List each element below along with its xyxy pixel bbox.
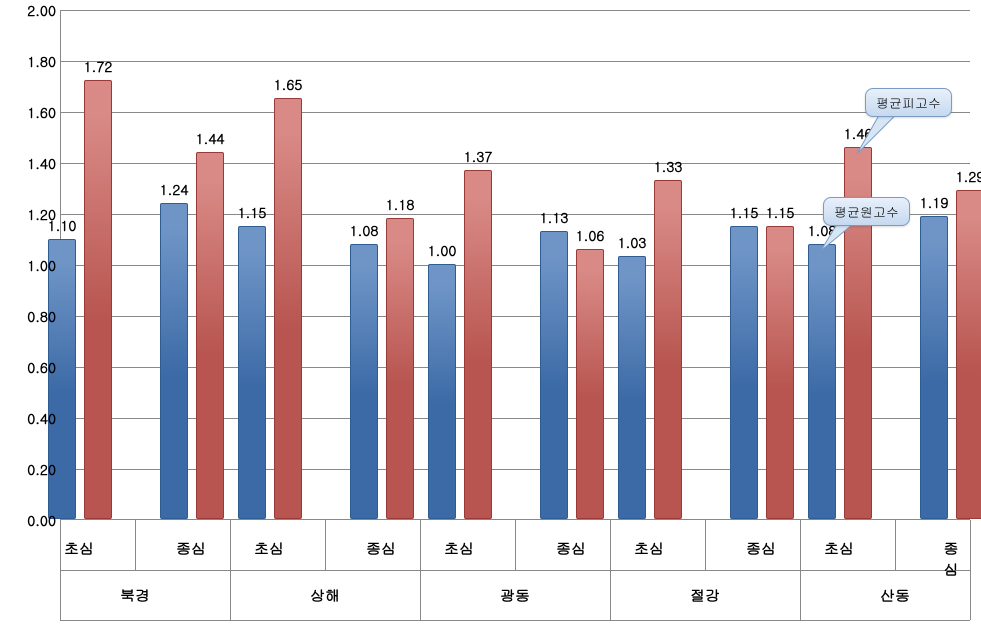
x-axis-divider xyxy=(60,620,970,621)
bar xyxy=(428,264,456,519)
x-sep xyxy=(230,520,231,620)
plot-area: 1.101.721.241.441.151.651.081.181.001.37… xyxy=(60,10,970,520)
x-sep xyxy=(970,520,971,620)
bar xyxy=(84,80,112,519)
x-subgroup-label: 초심 xyxy=(634,538,664,559)
bar-value-label: 1.18 xyxy=(386,194,415,214)
x-subgroup-label: 초심 xyxy=(824,538,854,559)
ytick-label: 1.20 xyxy=(6,204,56,224)
bar-value-label: 1.29 xyxy=(956,166,981,186)
bar xyxy=(844,147,872,519)
bar-value-label: 1.46 xyxy=(844,123,873,143)
ytick-label: 0.40 xyxy=(6,408,56,428)
bar xyxy=(654,180,682,519)
bar-value-label: 1.33 xyxy=(654,156,683,176)
x-group-label: 광동 xyxy=(500,585,530,606)
ytick-label: 1.80 xyxy=(6,51,56,71)
bar-value-label: 1.19 xyxy=(920,192,949,212)
ytick-label: 1.60 xyxy=(6,102,56,122)
bar-value-label: 1.15 xyxy=(730,202,759,222)
x-subgroup-label: 초심 xyxy=(64,538,94,559)
bar-value-label: 1.72 xyxy=(84,56,113,76)
x-sep xyxy=(325,520,326,570)
bar xyxy=(238,226,266,519)
bar xyxy=(464,170,492,519)
bar-value-label: 1.24 xyxy=(160,179,189,199)
x-subgroup-label: 종심 xyxy=(942,538,961,580)
x-axis-divider xyxy=(60,570,970,571)
gridline xyxy=(61,112,970,113)
bar-chart: 1.101.721.241.441.151.651.081.181.001.37… xyxy=(0,0,981,640)
x-subgroup-label: 종심 xyxy=(366,538,396,559)
gridline xyxy=(61,61,970,62)
x-sep xyxy=(515,520,516,570)
x-sep xyxy=(60,520,61,620)
ytick-label: 0.00 xyxy=(6,510,56,530)
x-sep xyxy=(420,520,421,620)
bar-value-label: 1.13 xyxy=(540,207,569,227)
bar-value-label: 1.08 xyxy=(350,220,379,240)
bar xyxy=(766,226,794,519)
x-group-label: 상해 xyxy=(310,585,340,606)
bar-value-label: 1.06 xyxy=(576,225,605,245)
bar xyxy=(956,190,981,519)
x-subgroup-label: 종심 xyxy=(746,538,776,559)
bar-value-label: 1.37 xyxy=(464,146,493,166)
ytick-label: 0.80 xyxy=(6,306,56,326)
bar xyxy=(808,244,836,519)
x-axis: 초심 종심북경 초심 종심상해 초심 종심광동 초심 종심절강 초심 종심산동 xyxy=(60,520,970,630)
x-subgroup-label: 종심 xyxy=(176,538,206,559)
x-sep xyxy=(895,520,896,570)
bar-value-label: 1.08 xyxy=(808,220,837,240)
ytick-label: 1.00 xyxy=(6,255,56,275)
x-subgroup-label: 종심 xyxy=(556,538,586,559)
x-sep xyxy=(135,520,136,570)
x-sep xyxy=(800,520,801,620)
bar xyxy=(274,98,302,519)
ytick-label: 0.60 xyxy=(6,357,56,377)
x-subgroup-label: 초심 xyxy=(444,538,474,559)
bar xyxy=(160,203,188,519)
x-group-label: 절강 xyxy=(690,585,720,606)
bar xyxy=(540,231,568,519)
bar xyxy=(920,216,948,519)
bar xyxy=(730,226,758,519)
x-group-label: 산동 xyxy=(880,585,910,606)
bar-value-label: 1.15 xyxy=(238,202,267,222)
ytick-label: 2.00 xyxy=(6,0,56,20)
bar xyxy=(350,244,378,519)
ytick-label: 0.20 xyxy=(6,459,56,479)
bar-value-label: 1.03 xyxy=(618,232,647,252)
bar-value-label: 1.44 xyxy=(196,128,225,148)
gridline xyxy=(61,10,970,11)
bar xyxy=(576,249,604,519)
bar-value-label: 1.15 xyxy=(766,202,795,222)
x-sep xyxy=(610,520,611,620)
ytick-label: 1.40 xyxy=(6,153,56,173)
x-group-label: 북경 xyxy=(120,585,150,606)
bar-value-label: 1.65 xyxy=(274,74,303,94)
bar xyxy=(618,256,646,519)
x-sep xyxy=(705,520,706,570)
bar xyxy=(196,152,224,519)
bar-value-label: 1.00 xyxy=(428,240,457,260)
x-subgroup-label: 초심 xyxy=(254,538,284,559)
bar xyxy=(386,218,414,519)
